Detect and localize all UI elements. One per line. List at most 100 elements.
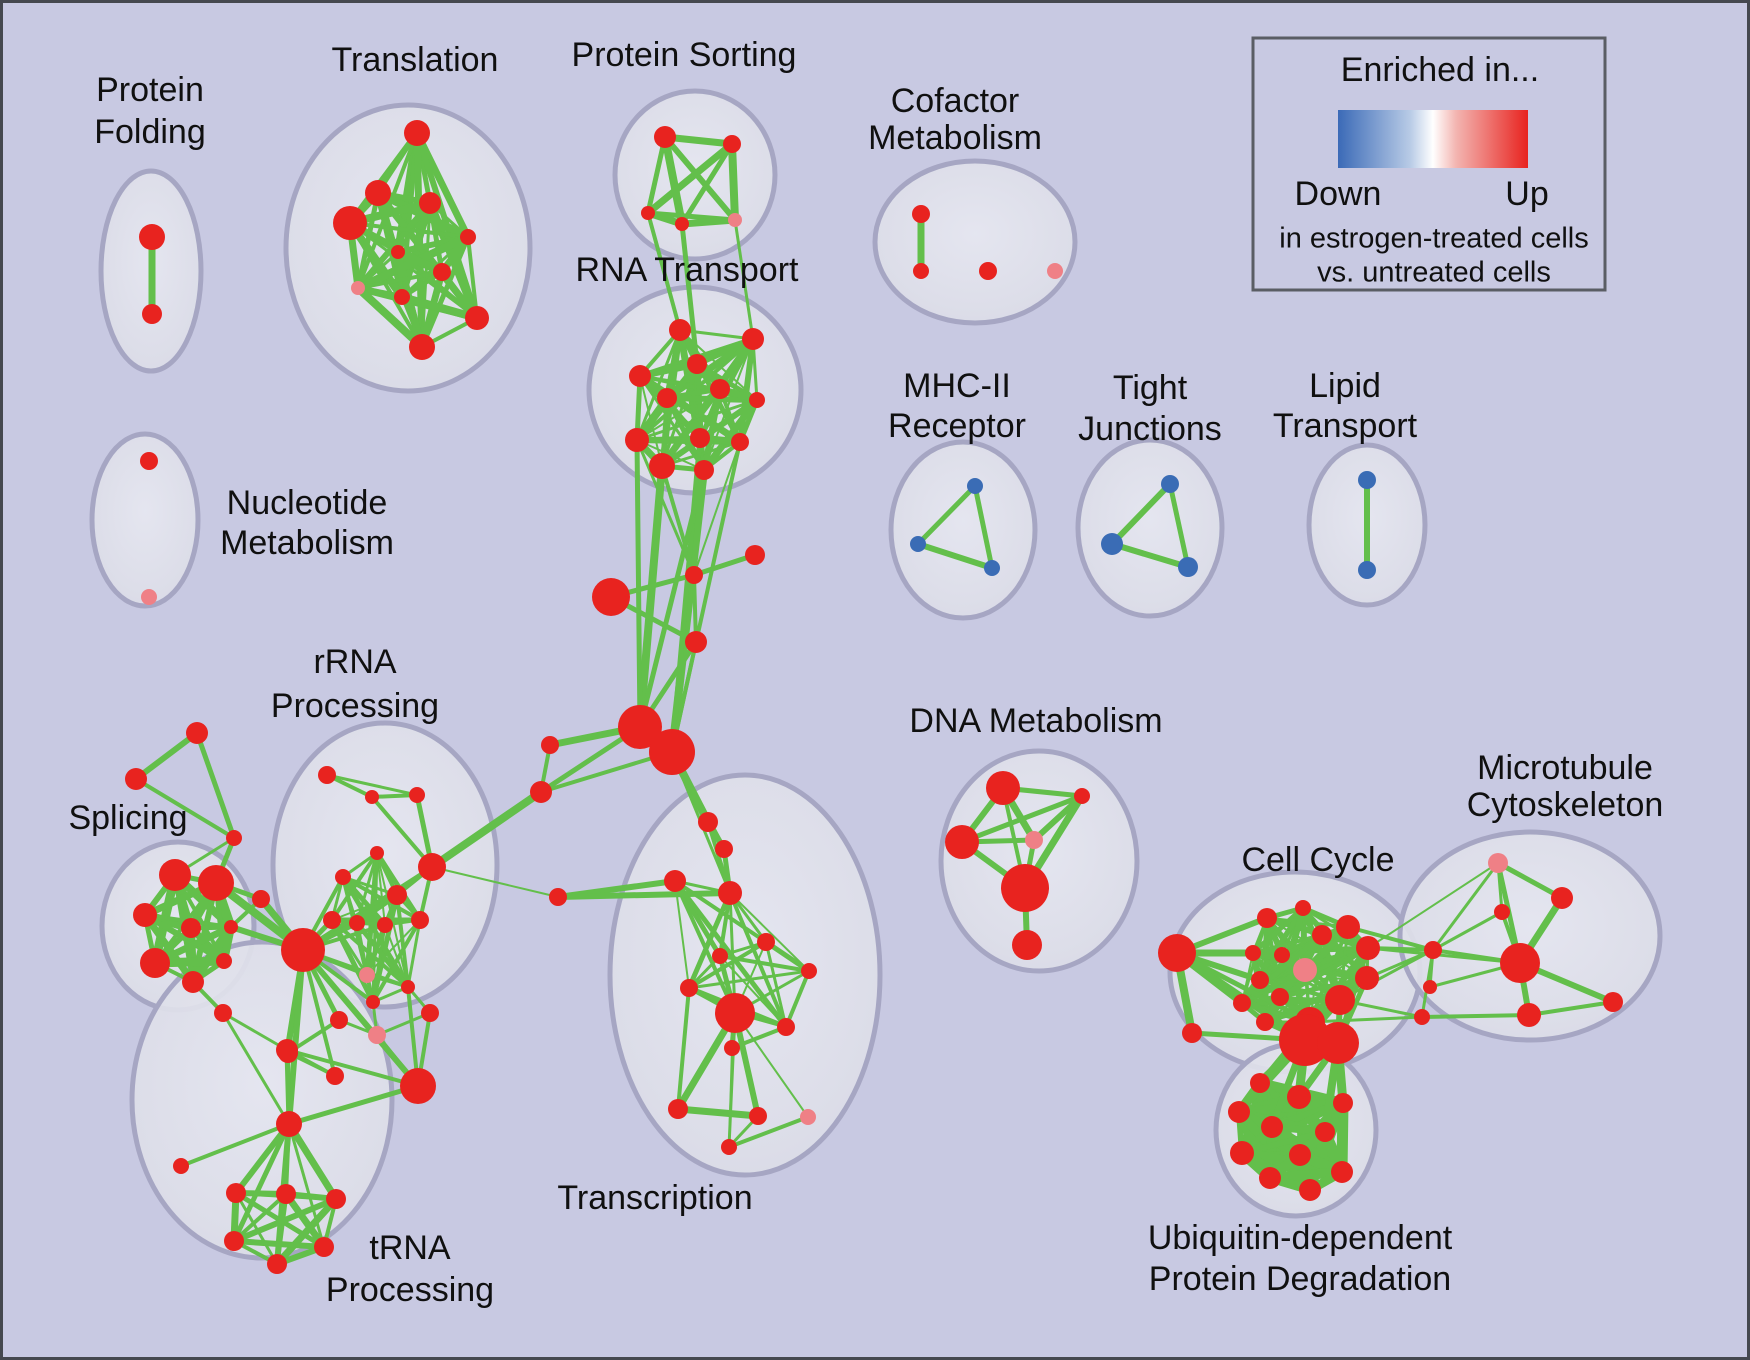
node-rrna-processing-rr12[interactable] (359, 967, 375, 983)
node-transcription-tx9[interactable] (777, 1018, 795, 1036)
node-transcription-tx11[interactable] (668, 1099, 688, 1119)
node-cell-cycle-cc6[interactable] (1251, 971, 1269, 989)
node-microtubule-cytoskeleton-mt1[interactable] (1551, 887, 1573, 909)
node-splicing-s7[interactable] (182, 971, 204, 993)
node-cofactor-metabolism-c3[interactable] (1047, 263, 1063, 279)
node-cell-cycle-cc7[interactable] (1312, 925, 1332, 945)
node-dna-metabolism-d1[interactable] (1074, 788, 1090, 804)
node-cell-cycle-cc13[interactable] (1233, 994, 1251, 1012)
node-dna-metabolism-d3[interactable] (1025, 831, 1043, 849)
node-splicing-s8[interactable] (252, 890, 270, 908)
node-cofactor-metabolism-c1[interactable] (913, 263, 929, 279)
node-cofactor-metabolism-c2[interactable] (979, 262, 997, 280)
node-ubiquitin-degradation-u5[interactable] (1315, 1122, 1335, 1142)
node-cell-cycle-cc2[interactable] (1295, 900, 1311, 916)
node-translation-t9[interactable] (465, 306, 489, 330)
node-trna-processing-tr7[interactable] (224, 1231, 244, 1251)
node-dna-metabolism-d2[interactable] (945, 825, 979, 859)
node-splicing-s6[interactable] (216, 953, 232, 969)
node-lipid-transport-l1[interactable] (1358, 561, 1376, 579)
node-connectors-k6[interactable] (541, 736, 559, 754)
node-rrna-processing-rr2[interactable] (409, 787, 425, 803)
node-rna-transport-r5[interactable] (710, 379, 730, 399)
node-mhc-ii-receptor-m2[interactable] (984, 560, 1000, 576)
node-rrna-processing-rr15[interactable] (330, 1011, 348, 1029)
node-protein-sorting-p0[interactable] (654, 126, 676, 148)
node-splicing-o1[interactable] (125, 768, 147, 790)
node-tight-junctions-tj0[interactable] (1161, 475, 1179, 493)
node-trna-processing-tr5[interactable] (276, 1184, 296, 1204)
node-transcription-tx3[interactable] (718, 881, 742, 905)
node-rrna-processing-rr8[interactable] (377, 917, 393, 933)
node-cell-cycle-cc14[interactable] (1256, 1013, 1274, 1031)
node-lipid-transport-l0[interactable] (1358, 471, 1376, 489)
node-splicing-o0[interactable] (186, 722, 208, 744)
node-rrna-processing-rr10[interactable] (323, 911, 341, 929)
node-transcription-tx13[interactable] (800, 1109, 816, 1125)
node-cell-cycle-cc18[interactable] (1317, 1022, 1359, 1064)
node-rrna-processing-rr5[interactable] (387, 885, 407, 905)
node-trna-processing-tr2[interactable] (276, 1111, 302, 1137)
node-trna-processing-tr8[interactable] (314, 1237, 334, 1257)
node-rrna-processing-rr22[interactable] (326, 1067, 344, 1085)
node-protein-sorting-p3[interactable] (675, 217, 689, 231)
node-translation-t4[interactable] (460, 229, 476, 245)
node-rrna-processing-rr6[interactable] (418, 853, 446, 881)
node-ubiquitin-degradation-u0[interactable] (1250, 1073, 1270, 1093)
node-connectors-k4[interactable] (618, 705, 662, 749)
node-translation-t1[interactable] (365, 180, 391, 206)
node-transcription-tx2[interactable] (664, 870, 686, 892)
node-rna-transport-r8[interactable] (690, 428, 710, 448)
node-rrna-processing-rr20[interactable] (368, 1026, 386, 1044)
node-connectors-k7[interactable] (530, 781, 552, 803)
node-rna-transport-r4[interactable] (657, 388, 677, 408)
node-splicing-s9[interactable] (226, 830, 242, 846)
node-rna-transport-r10[interactable] (649, 453, 675, 479)
node-cell-cycle-cc3[interactable] (1245, 945, 1261, 961)
node-microtubule-cytoskeleton-mt7[interactable] (1603, 992, 1623, 1012)
node-connectors-k1[interactable] (745, 545, 765, 565)
node-microtubule-cytoskeleton-mt2[interactable] (1494, 904, 1510, 920)
node-trna-processing-tr9[interactable] (267, 1254, 287, 1274)
node-dna-metabolism-d4[interactable] (1001, 864, 1049, 912)
node-cell-cycle-cc0[interactable] (1158, 934, 1196, 972)
node-rrna-processing-rr4[interactable] (335, 869, 351, 885)
node-mhc-ii-receptor-m0[interactable] (967, 478, 983, 494)
node-rna-transport-r0[interactable] (669, 319, 691, 341)
node-connectors-k8[interactable] (549, 888, 567, 906)
node-rrna-processing-rr11[interactable] (281, 928, 325, 972)
node-tight-junctions-tj2[interactable] (1178, 557, 1198, 577)
node-ubiquitin-degradation-u7[interactable] (1289, 1144, 1311, 1166)
node-translation-t3[interactable] (333, 206, 367, 240)
node-cell-cycle-cc15[interactable] (1271, 988, 1289, 1006)
node-protein-sorting-p1[interactable] (723, 135, 741, 153)
node-rrna-processing-rr13[interactable] (401, 980, 415, 994)
node-transcription-tx0[interactable] (698, 812, 718, 832)
node-microtubule-cytoskeleton-mt5[interactable] (1423, 980, 1437, 994)
node-splicing-s2[interactable] (133, 903, 157, 927)
node-splicing-s3[interactable] (181, 918, 201, 938)
node-transcription-tx14[interactable] (721, 1139, 737, 1155)
node-splicing-s5[interactable] (140, 948, 170, 978)
node-connectors-k2[interactable] (592, 578, 630, 616)
node-transcription-tx10[interactable] (724, 1040, 740, 1056)
node-cell-cycle-cc11[interactable] (1355, 966, 1379, 990)
node-rrna-processing-rr21[interactable] (400, 1068, 436, 1104)
node-splicing-s4[interactable] (224, 920, 238, 934)
node-rrna-processing-rr14[interactable] (366, 995, 380, 1009)
node-rrna-processing-rr0[interactable] (318, 766, 336, 784)
node-ubiquitin-degradation-u1[interactable] (1287, 1085, 1311, 1109)
node-ubiquitin-degradation-u6[interactable] (1230, 1141, 1254, 1165)
node-rrna-processing-rr1[interactable] (365, 790, 379, 804)
node-cell-cycle-cc4[interactable] (1274, 947, 1290, 963)
node-ubiquitin-degradation-u4[interactable] (1261, 1116, 1283, 1138)
node-trna-processing-tr3[interactable] (173, 1158, 189, 1174)
node-splicing-s0[interactable] (159, 859, 191, 891)
node-dna-metabolism-d0[interactable] (986, 771, 1020, 805)
node-microtubule-cytoskeleton-mt4[interactable] (1424, 941, 1442, 959)
node-connectors-k3[interactable] (685, 631, 707, 653)
node-dna-metabolism-d5[interactable] (1012, 930, 1042, 960)
node-translation-t5[interactable] (391, 245, 405, 259)
node-protein-folding-pf0[interactable] (139, 224, 165, 250)
node-transcription-tx5[interactable] (712, 948, 728, 964)
